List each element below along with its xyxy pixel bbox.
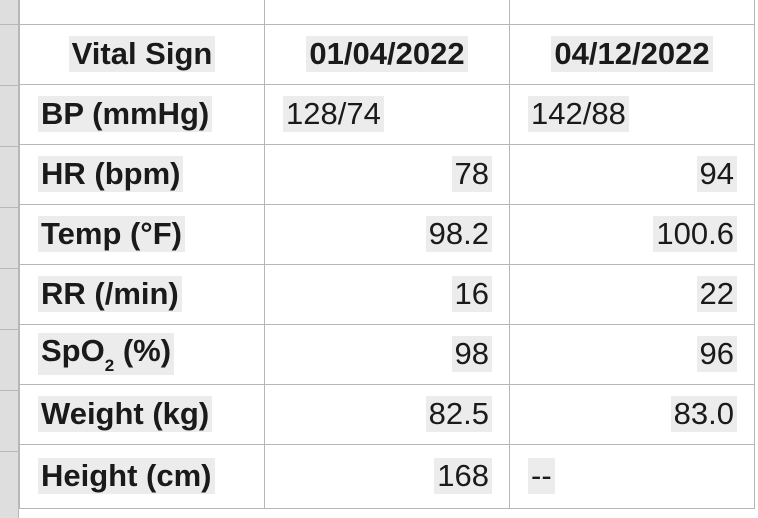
gutter-divider [0,146,18,147]
value-cell[interactable]: -- [509,443,755,509]
header-label: 04/12/2022 [551,35,713,73]
value-text: 22 [696,275,737,313]
label-suffix: (%) [114,333,172,369]
header-row: Vital Sign 01/04/2022 04/12/2022 [19,23,755,85]
value-text: 98 [451,335,492,373]
table-row: BP (mmHg) 128/74 142/88 [19,83,755,145]
vital-label-cell[interactable]: Height (cm) [19,443,265,509]
value-cell[interactable]: 98.2 [264,203,510,265]
empty-top-row [19,0,755,25]
value-cell[interactable]: 83.0 [509,383,755,445]
value-text: 82.5 [425,395,492,433]
value-text: 78 [451,155,492,193]
gutter-divider [0,268,18,269]
vital-label-cell[interactable]: BP (mmHg) [19,83,265,145]
value-text: -- [528,457,555,495]
table-row: HR (bpm) 78 94 [19,143,755,205]
header-cell-date-2[interactable]: 04/12/2022 [509,23,755,85]
vital-label-cell[interactable]: SpO2 (%) [19,323,265,385]
label-subscript: 2 [104,355,115,375]
gutter-divider [0,451,18,452]
vital-label: SpO2 (%) [38,333,175,375]
vital-label-cell[interactable]: HR (bpm) [19,143,265,205]
value-text: 96 [696,335,737,373]
value-cell[interactable]: 96 [509,323,755,385]
vital-label: BP (mmHg) [38,95,213,133]
value-text: 128/74 [283,95,384,133]
gutter-divider [0,207,18,208]
vital-label-cell[interactable]: Temp (°F) [19,203,265,265]
value-text: 16 [451,275,492,313]
table-row: RR (/min) 16 22 [19,263,755,325]
vital-label: HR (bpm) [38,155,184,193]
value-text: 142/88 [528,95,629,133]
table-cell[interactable] [264,0,510,25]
header-label: Vital Sign [68,35,216,73]
value-cell[interactable]: 98 [264,323,510,385]
vital-label-cell[interactable]: RR (/min) [19,263,265,325]
value-cell[interactable]: 78 [264,143,510,205]
gutter-divider [0,329,18,330]
table-row: Weight (kg) 82.5 83.0 [19,383,755,445]
value-cell[interactable]: 16 [264,263,510,325]
gutter-divider [0,390,18,391]
value-cell[interactable]: 22 [509,263,755,325]
value-text: 94 [696,155,737,193]
vital-label-cell[interactable]: Weight (kg) [19,383,265,445]
value-text: 83.0 [670,395,737,433]
value-cell[interactable]: 142/88 [509,83,755,145]
table-cell[interactable] [19,0,265,25]
vital-label: Weight (kg) [38,395,213,433]
header-cell-vital-sign[interactable]: Vital Sign [19,23,265,85]
gutter-divider [0,24,18,25]
row-header-gutter[interactable] [0,0,19,518]
value-text: 100.6 [653,215,737,253]
header-cell-date-1[interactable]: 01/04/2022 [264,23,510,85]
label-prefix: SpO [41,333,105,369]
table-row: SpO2 (%) 98 96 [19,323,755,385]
gutter-divider [0,85,18,86]
value-cell[interactable]: 82.5 [264,383,510,445]
value-cell[interactable]: 128/74 [264,83,510,145]
vital-label: RR (/min) [38,275,182,313]
vital-label: Height (cm) [38,457,215,495]
value-cell[interactable]: 100.6 [509,203,755,265]
value-cell[interactable]: 94 [509,143,755,205]
vital-signs-table: Vital Sign 01/04/2022 04/12/2022 BP (mmH… [19,0,755,509]
table-row: Temp (°F) 98.2 100.6 [19,203,755,265]
table-row: Height (cm) 168 -- [19,443,755,509]
value-text: 98.2 [425,215,492,253]
value-cell[interactable]: 168 [264,443,510,509]
table-cell[interactable] [509,0,755,25]
header-label: 01/04/2022 [306,35,468,73]
value-text: 168 [434,457,492,495]
vital-label: Temp (°F) [38,215,185,253]
